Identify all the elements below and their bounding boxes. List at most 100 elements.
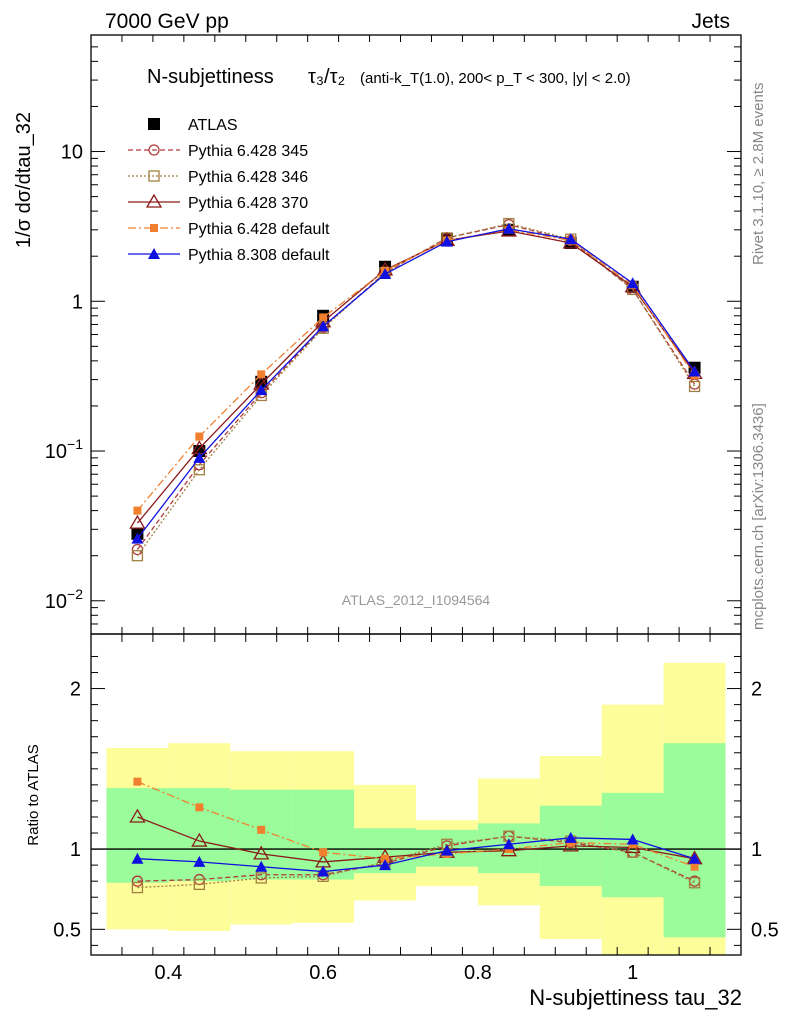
ratio-y-axis-label: Ratio to ATLAS (25, 744, 42, 845)
ratio-y-tick-label: 0.5 (53, 919, 81, 941)
main-series-line (136, 223, 696, 550)
ratio-data-point (564, 831, 577, 843)
main-series-line (136, 222, 696, 557)
main-data-point (129, 514, 146, 529)
title-main-text: N-subjettiness (147, 66, 274, 88)
legend-marker (148, 170, 160, 182)
main-data-point (688, 365, 701, 377)
title-selection-text: (anti-k_T(1.0), 200< p_T < 300, |y| < 2.… (360, 70, 631, 87)
ratio-y-tick-label: 2 (70, 679, 81, 701)
analysis-watermark: ATLAS_2012_I1094564 (342, 592, 491, 608)
ratio-data-point (195, 803, 204, 812)
ratio-frame (90, 633, 742, 956)
main-data-point (131, 543, 144, 556)
main-data-point (319, 313, 328, 322)
main-data-point (193, 451, 206, 463)
legend-item-atlas: ATLAS (148, 117, 238, 134)
main-data-point (193, 464, 205, 476)
main-distribution-panel: 10−2 10−1 1 10 (45, 34, 742, 635)
main-y-tick-label: 10−1 (45, 436, 83, 463)
ratio-data-point (502, 838, 515, 850)
main-series-pythia-8-308-default (131, 222, 701, 544)
ratio-data-point (688, 852, 701, 864)
rivet-version-label: Rivet 3.1.10, ≥ 2.8M events (750, 83, 767, 266)
ratio-y-tick-label: 1 (70, 839, 81, 861)
main-data-point (626, 277, 639, 289)
ratio-data-point (690, 862, 699, 871)
ratio-y-tick-label-right: 2 (751, 679, 762, 701)
legend-item-pythia-6-428-370: Pythia 6.428 370 (128, 193, 308, 212)
main-data-point (379, 268, 392, 280)
main-data-point (564, 233, 577, 245)
main-y-tick-label: 1 (72, 291, 83, 313)
main-data-point (131, 550, 144, 562)
ratio-data-point (253, 845, 270, 860)
ratio-band-inner (663, 743, 726, 938)
ratio-series-line (137, 835, 695, 889)
main-data-point (688, 380, 701, 393)
ratio-data-point (133, 777, 142, 786)
ratio-series-line (137, 816, 695, 863)
main-series-pythia-6-428-370 (129, 222, 703, 529)
main-data-point (133, 506, 142, 515)
main-series-line (136, 229, 696, 512)
ratio-data-point (379, 859, 392, 871)
ratio-data-point (257, 825, 266, 834)
main-data-point (502, 222, 515, 234)
legend-marker (145, 193, 163, 208)
main-data-point (131, 532, 144, 544)
main-data-point (255, 375, 268, 388)
ratio-data-point (191, 832, 208, 847)
main-series-line (136, 228, 696, 540)
ratio-data-point (688, 877, 701, 889)
legend-item-pythia-6-428-345: Pythia 6.428 345 (128, 143, 308, 160)
title-ratio-text: τ₃/τ₂ (308, 66, 345, 88)
main-series-line (136, 230, 696, 524)
ratio-series-pythia-8-308-default (131, 831, 701, 877)
mcplots-reference-label: mcplots.cern.ch [arXiv:1306.3436] (750, 403, 767, 630)
x-tick-label: 0.4 (154, 962, 182, 984)
ratio-y-tick-label-right: 1 (751, 839, 762, 861)
legend-label: Pythia 8.308 default (188, 247, 330, 264)
legend-item-pythia-6-428-346: Pythia 6.428 346 (128, 169, 308, 186)
ratio-data-point (255, 872, 267, 884)
ratio-band-inner (292, 789, 355, 880)
ratio-data-point (317, 865, 330, 877)
ratio-data-point (193, 878, 205, 891)
ratio-data-point (131, 852, 144, 864)
main-data-point (440, 235, 453, 247)
x-tick-label: 0.8 (464, 962, 492, 984)
ratio-data-point (381, 854, 390, 863)
main-title: N-subjettiness τ₃/τ₂ (anti-k_T(1.0), 200… (147, 66, 631, 88)
legend-item-pythia-8-308-default: Pythia 8.308 default (128, 247, 330, 264)
ratio-data-point (129, 808, 146, 823)
ratio-y-tick-label-right: 0.5 (751, 919, 779, 941)
main-data-point (257, 370, 266, 379)
main-y-tick-label: 10 (61, 142, 83, 164)
ratio-panel: 0.5 0.5 1 1 2 2 0.4 0.6 0.8 1 (53, 633, 779, 984)
ratio-data-point (131, 875, 144, 887)
legend-label: Pythia 6.428 370 (188, 195, 308, 212)
ratio-data-point (193, 855, 206, 867)
main-data-point (317, 320, 330, 332)
main-y-tick-label: 10−2 (45, 586, 83, 613)
legend-marker (148, 118, 160, 130)
header-energy-label: 7000 GeV pp (105, 10, 229, 33)
legend-marker (150, 224, 158, 232)
main-data-point (195, 432, 204, 441)
header-jets-label: Jets (691, 10, 730, 33)
ratio-band-inner (106, 788, 169, 883)
legend-marker (148, 248, 160, 259)
legend-label: Pythia 6.428 default (188, 221, 330, 238)
ratio-data-point (626, 833, 639, 845)
ratio-series-line (137, 781, 695, 868)
legend-item-pythia-6-428-default: Pythia 6.428 default (128, 221, 330, 238)
ratio-data-point (131, 881, 144, 894)
x-tick-label: 0.6 (309, 962, 337, 984)
ratio-series-line (137, 837, 695, 873)
legend-label: ATLAS (188, 117, 238, 134)
x-axis-label: N-subjettiness tau_32 (529, 985, 742, 1010)
legend-marker (148, 144, 160, 156)
x-tick-label: 1 (627, 962, 638, 984)
